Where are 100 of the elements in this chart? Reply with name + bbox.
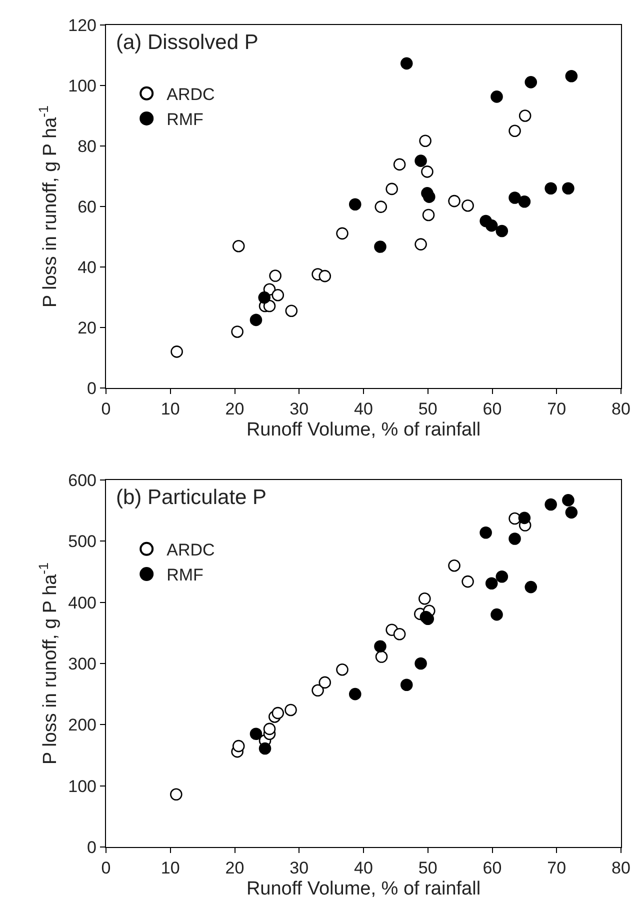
point xyxy=(490,90,503,103)
x-tick-label: 70 xyxy=(547,858,566,878)
x-axis-title: Runoff Volume, % of rainfall xyxy=(246,419,481,440)
legend-label: RMF xyxy=(166,110,204,130)
point xyxy=(414,238,427,250)
x-tick-label: 20 xyxy=(225,400,244,418)
point xyxy=(418,592,431,605)
x-tick-label: 60 xyxy=(482,400,502,418)
point xyxy=(544,498,557,511)
point xyxy=(524,76,538,88)
x-tick-label: 0 xyxy=(101,400,111,418)
point xyxy=(285,304,298,318)
point xyxy=(508,532,521,545)
y-tick-label: 60 xyxy=(78,197,96,216)
x-axis-title: Runoff Volume, % of rainfall xyxy=(246,878,481,900)
point xyxy=(272,288,284,302)
point xyxy=(170,346,183,358)
chart-title: (a) Dissolved P xyxy=(116,31,258,54)
point xyxy=(318,676,332,689)
x-tick-label: 10 xyxy=(160,400,180,418)
x-tick-label: 70 xyxy=(547,400,566,418)
point xyxy=(421,166,434,178)
x-tick-label: 40 xyxy=(354,858,373,878)
point xyxy=(374,640,386,653)
x-tick-label: 50 xyxy=(418,400,438,418)
point xyxy=(562,494,574,506)
point xyxy=(336,227,348,240)
point xyxy=(448,559,460,572)
x-tick-label: 10 xyxy=(160,858,180,878)
point xyxy=(386,182,398,196)
y-tick-label: 120 xyxy=(68,16,96,35)
y-tick-label: 400 xyxy=(68,593,96,612)
point xyxy=(263,300,276,312)
point xyxy=(485,219,498,232)
point xyxy=(508,124,521,138)
point xyxy=(258,742,272,755)
point xyxy=(232,740,245,752)
point xyxy=(518,196,531,208)
point xyxy=(423,190,436,203)
point xyxy=(393,158,406,171)
y-tick-label: 300 xyxy=(68,654,96,674)
point xyxy=(562,182,574,194)
point xyxy=(544,182,557,194)
point xyxy=(518,110,532,122)
point xyxy=(496,570,508,583)
point xyxy=(400,57,413,70)
legend-label: ARDC xyxy=(166,540,215,560)
y-tick-label: 0 xyxy=(87,838,96,857)
point xyxy=(232,240,245,252)
y-tick-label: 40 xyxy=(78,258,96,277)
x-tick-label: 20 xyxy=(225,858,244,878)
point xyxy=(490,608,503,621)
x-tick-label: 50 xyxy=(418,858,438,878)
point xyxy=(393,628,406,640)
point xyxy=(272,706,284,720)
chart-title: (b) Particulate P xyxy=(116,486,267,509)
point xyxy=(485,577,498,590)
y-tick-label: 100 xyxy=(68,776,96,796)
point xyxy=(419,134,432,148)
point xyxy=(263,722,276,736)
point xyxy=(565,506,578,519)
x-tick-label: 0 xyxy=(101,858,111,878)
x-tick-label: 30 xyxy=(290,858,309,878)
point xyxy=(170,788,182,801)
point xyxy=(375,650,388,663)
point xyxy=(524,580,538,594)
point xyxy=(400,678,413,692)
point xyxy=(348,688,362,700)
y-tick-label: 600 xyxy=(68,470,96,490)
point xyxy=(318,270,332,282)
x-tick-label: 80 xyxy=(612,400,630,418)
x-tick-label: 60 xyxy=(482,858,502,878)
point xyxy=(336,663,348,676)
point xyxy=(231,326,244,338)
y-tick-label: 500 xyxy=(68,532,96,552)
y-tick-label: 80 xyxy=(78,136,96,156)
point xyxy=(496,224,508,238)
y-tick-label: 100 xyxy=(68,76,96,96)
point xyxy=(374,240,386,253)
point xyxy=(414,154,427,167)
point xyxy=(374,200,388,213)
point xyxy=(258,291,271,304)
y-tick-label: 200 xyxy=(68,716,96,735)
point xyxy=(448,194,460,208)
x-tick-label: 40 xyxy=(354,400,373,418)
y-tick-label: 20 xyxy=(78,318,96,338)
point xyxy=(312,684,324,697)
point xyxy=(480,526,492,539)
point xyxy=(284,704,297,716)
point xyxy=(250,728,262,740)
x-tick-label: 30 xyxy=(290,400,309,418)
point xyxy=(508,192,521,204)
legend-label: ARDC xyxy=(166,85,215,104)
point xyxy=(462,199,474,212)
legend-label: RMF xyxy=(166,566,204,585)
point xyxy=(422,208,435,222)
x-tick-label: 80 xyxy=(612,858,630,878)
point xyxy=(462,575,474,588)
point xyxy=(414,657,427,670)
point xyxy=(250,314,262,326)
